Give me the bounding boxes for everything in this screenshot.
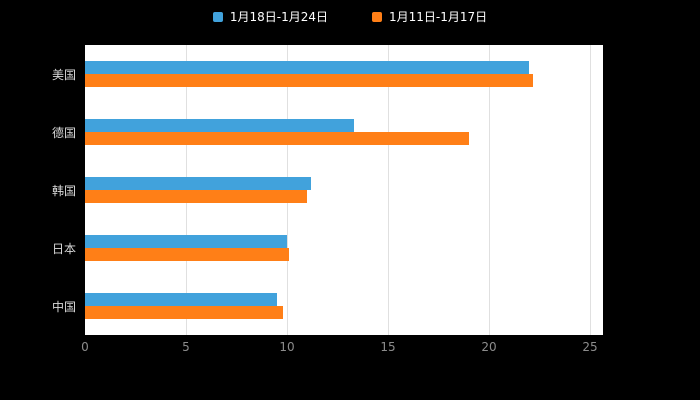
x-tick-label: 15 [380, 340, 396, 354]
bar [85, 119, 354, 132]
x-tick-label: 25 [582, 340, 598, 354]
category-label: 日本 [51, 241, 76, 256]
plot-area [85, 45, 603, 335]
legend-label: 1月11日-1月17日 [389, 10, 488, 24]
legend-marker-orange-icon [372, 11, 382, 22]
bar [85, 235, 287, 248]
bar-group [85, 103, 603, 161]
gridline [388, 45, 389, 335]
bar [85, 74, 534, 87]
legend-marker-blue-icon [212, 11, 223, 22]
bar [85, 306, 283, 319]
bar-group [85, 45, 603, 103]
bar-group [85, 219, 603, 277]
gridline [489, 45, 490, 335]
legend: 1月18日-1月24日 1月11日-1月17日 [0, 8, 700, 25]
category-label: 美国 [51, 67, 76, 82]
legend-label: 1月18日-1月24日 [229, 10, 328, 24]
legend-item-week2[interactable]: 1月18日-1月24日 [212, 8, 328, 25]
category-label: 韩国 [51, 183, 76, 198]
gridline [590, 45, 591, 335]
legend-item-week1[interactable]: 1月11日-1月17日 [372, 8, 487, 25]
x-tick-label: 20 [481, 340, 497, 354]
bar [85, 61, 530, 74]
category-label: 德国 [51, 125, 76, 140]
x-tick-label: 0 [81, 340, 89, 354]
bar [85, 177, 312, 190]
bar [85, 132, 469, 145]
category-label: 中国 [51, 299, 76, 314]
bar [85, 248, 289, 261]
bar [85, 293, 277, 306]
bar-group [85, 161, 603, 219]
x-tick-label: 5 [182, 340, 190, 354]
x-tick-label: 10 [279, 340, 295, 354]
bar-group [85, 277, 603, 335]
bar [85, 190, 308, 203]
